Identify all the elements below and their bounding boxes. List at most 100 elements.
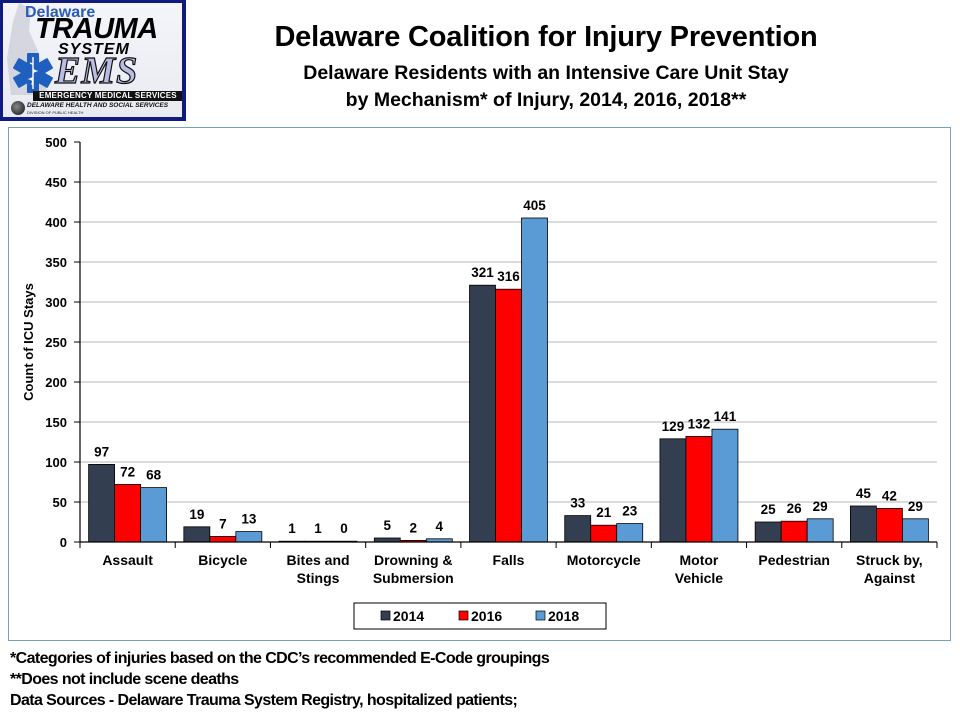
data-label: 29 (813, 499, 828, 514)
y-tick-labels: 0 50 100 150 200 250 300 350 400 450 500 (45, 135, 67, 550)
data-label: 42 (882, 488, 897, 503)
bar-2014-6 (659, 438, 687, 543)
x-tick-label: Bites and (287, 552, 350, 568)
bar-2014-8 (849, 505, 877, 543)
data-label: 72 (120, 464, 135, 479)
bar-2014-5 (564, 515, 592, 543)
y-tick-label: 0 (60, 535, 67, 550)
y-tick-label: 350 (45, 255, 67, 270)
data-label: 21 (596, 505, 612, 520)
data-label: 5 (384, 518, 392, 533)
star-of-life-icon (13, 53, 53, 93)
data-label: 97 (94, 444, 109, 459)
y-tick-label: 200 (45, 375, 67, 390)
bar-2016-5 (590, 524, 618, 543)
page-title: Delaware Coalition for Injury Prevention (274, 21, 818, 53)
data-label: 321 (471, 265, 494, 280)
data-label: 129 (662, 419, 685, 434)
data-label: 0 (340, 521, 348, 536)
bar-2018-8 (901, 518, 929, 543)
bar-2016-6 (685, 435, 713, 543)
x-tick-labels: Assault Bicycle Bites and Stings Drowning & S… (102, 552, 922, 586)
x-tick-label: Falls (493, 552, 525, 568)
bar-2014-0 (88, 463, 116, 543)
bar-2014-1 (183, 526, 211, 543)
logo-trauma-text: TRAUMA (35, 13, 158, 45)
legend-label: 2018 (548, 608, 579, 624)
logo-agency-text: DELAWARE HEALTH AND SOCIAL SERVICES (27, 102, 169, 109)
data-label: 13 (241, 512, 257, 527)
bar-2016-0 (114, 483, 142, 543)
data-label: 23 (622, 504, 638, 519)
legend-label: 2014 (393, 608, 424, 624)
x-tick-label: Against (864, 570, 916, 586)
y-tick-label: 300 (45, 295, 67, 310)
bar-2018-1 (235, 531, 263, 543)
bar-2016-1 (209, 536, 237, 543)
x-tick-label: Vehicle (675, 570, 723, 586)
chart-frame (8, 127, 951, 641)
data-label: 33 (570, 496, 586, 511)
y-tick-label: 500 (45, 135, 67, 150)
logo-ems-text: EMS (54, 50, 139, 92)
data-label: 7 (219, 516, 227, 531)
data-label: 2 (410, 520, 418, 535)
data-labels: 97 72 68 19 7 13 1 1 0 5 2 4 321 316 405 33 21 23 129 132 14… (94, 198, 923, 536)
y-tick-label: 450 (45, 175, 67, 190)
axes (74, 141, 938, 548)
data-label: 4 (436, 519, 444, 534)
y-tick-label: 150 (45, 415, 67, 430)
footnote-scene-deaths: **Does not include scene deaths (10, 671, 239, 688)
legend-label: 2016 (471, 608, 502, 624)
y-tick-label: 250 (45, 335, 67, 350)
x-tick-label: Drowning & (374, 552, 453, 568)
logo-division-text: DIVISION OF PUBLIC HEALTH (27, 110, 84, 115)
y-tick-label: 100 (45, 455, 67, 470)
y-axis-label: Count of ICU Stays (21, 283, 36, 401)
legend-box (353, 602, 607, 630)
x-tick-label: Motorcycle (567, 552, 641, 568)
data-label: 29 (908, 499, 923, 514)
logo-background: Delaware TRAUMA SYSTEM EMS EMERGENCY MED… (3, 3, 182, 117)
data-label: 316 (497, 269, 520, 284)
delaware-trauma-system-ems-logo: Delaware TRAUMA SYSTEM EMS EMERGENCY MED… (0, 0, 186, 121)
y-tick-label: 400 (45, 215, 67, 230)
x-tick-label: Bicycle (198, 552, 247, 568)
x-tick-label: Motor (679, 552, 718, 568)
y-tick-label: 50 (53, 495, 67, 510)
data-label: 19 (189, 507, 204, 522)
legend-swatch-2014 (380, 610, 391, 621)
chart-subtitle-line2: by Mechanism* of Injury, 2014, 2016, 201… (345, 89, 747, 111)
data-label: 68 (146, 468, 162, 483)
bar-2018-6 (711, 428, 739, 543)
footnote-data-sources: Data Sources - Delaware Trauma System Re… (10, 692, 518, 709)
bar-2018-7 (806, 518, 834, 543)
data-label: 132 (688, 416, 711, 431)
legend-swatch-2016 (458, 610, 469, 621)
x-tick-label: Submersion (373, 570, 454, 586)
bar-2018-4 (521, 217, 548, 543)
data-label: 1 (288, 521, 296, 536)
footnote-categories: *Categories of injuries based on the CDC… (10, 650, 550, 667)
x-tick-label: Assault (102, 552, 153, 568)
x-tick-label: Struck by, (856, 552, 923, 568)
data-label: 45 (856, 486, 872, 501)
x-tick-label: Pedestrian (758, 552, 830, 568)
logo-system-text: SYSTEM (58, 41, 130, 58)
legend-swatch-2018 (535, 610, 546, 621)
bar-2016-4 (495, 288, 522, 543)
chart-subtitle-line1: Delaware Residents with an Intensive Car… (303, 62, 789, 84)
bar-2014-7 (754, 521, 782, 543)
data-label: 141 (714, 409, 737, 424)
bar-2016-8 (875, 507, 903, 543)
data-label: 25 (761, 502, 777, 517)
bar-2018-5 (616, 523, 644, 543)
legend: 2014 2016 2018 (353, 602, 607, 630)
logo-delaware-text: Delaware (25, 4, 96, 21)
bars (88, 217, 929, 543)
dhss-seal-icon (11, 101, 25, 115)
bar-2016-7 (780, 520, 808, 543)
logo-banner-text: EMERGENCY MEDICAL SERVICES (33, 91, 182, 101)
data-label: 405 (523, 198, 546, 213)
